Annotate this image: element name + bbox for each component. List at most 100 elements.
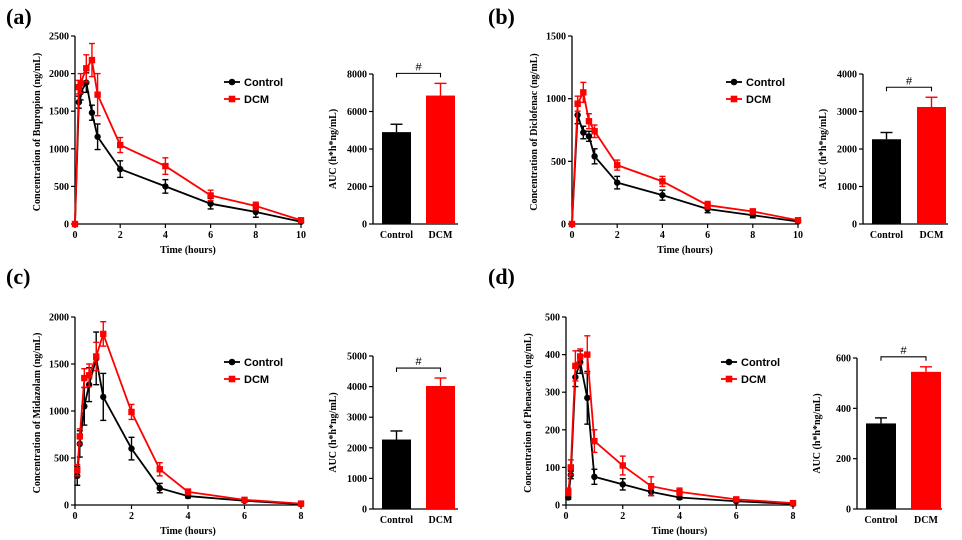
y-tick-label: 500 bbox=[54, 182, 69, 193]
y-tick-label: 0 bbox=[561, 220, 566, 231]
y-tick-label: 1000 bbox=[49, 407, 69, 418]
y-tick-label: 2000 bbox=[347, 443, 367, 454]
y-tick-label: 1000 bbox=[837, 182, 857, 193]
data-point bbox=[659, 178, 666, 185]
bracket-line bbox=[885, 86, 933, 92]
series-dcm bbox=[71, 42, 305, 228]
y-tick-label: 8000 bbox=[347, 70, 367, 81]
data-point bbox=[733, 496, 740, 503]
series-line-dcm bbox=[571, 89, 799, 225]
panel-label: (d) bbox=[488, 264, 515, 289]
y-tick-label: 4000 bbox=[347, 382, 367, 393]
y-tick-label: 100 bbox=[545, 463, 560, 474]
bracket-line bbox=[395, 367, 442, 373]
x-tick-label: 6 bbox=[242, 511, 247, 522]
x-tick-label: 0 bbox=[73, 230, 78, 241]
x-tick-label: 4 bbox=[660, 230, 665, 241]
legend: Control DCM bbox=[721, 357, 780, 386]
data-point bbox=[568, 220, 576, 228]
data-point bbox=[576, 353, 584, 360]
data-point bbox=[162, 162, 169, 170]
x-tick-label-dcm: DCM bbox=[429, 230, 453, 241]
significance-mark: # bbox=[415, 61, 422, 73]
x-axis-label: Time (hours) bbox=[160, 526, 216, 537]
data-point bbox=[207, 200, 214, 207]
y-tick-label: 1500 bbox=[49, 360, 69, 371]
data-point bbox=[297, 500, 305, 507]
bar-control bbox=[866, 423, 896, 509]
y-tick-label: 4000 bbox=[347, 145, 367, 156]
legend-marker bbox=[730, 78, 738, 86]
y-tick-label: 500 bbox=[545, 313, 560, 324]
significance-bracket: # bbox=[885, 75, 933, 92]
series-control bbox=[71, 72, 305, 228]
data-point bbox=[71, 220, 79, 228]
data-point bbox=[75, 83, 83, 91]
x-tick-label: 2 bbox=[615, 230, 620, 241]
data-point bbox=[83, 65, 90, 72]
legend: Control DCM bbox=[726, 77, 785, 106]
legend-label-dcm: DCM bbox=[244, 374, 269, 386]
legend-marker bbox=[228, 95, 236, 103]
bar-dcm bbox=[426, 385, 455, 509]
pk-line-chart-2: 0 500 1000 1500 2000 0 2 4 6 8 Time (hours) Concent… bbox=[32, 313, 305, 537]
data-point bbox=[162, 183, 169, 190]
legend-label-control: Control bbox=[741, 357, 780, 369]
data-point bbox=[591, 128, 598, 135]
y-tick-label: 1000 bbox=[546, 94, 566, 105]
pk-line-chart-1: 0 500 1000 1500 0 2 4 6 8 10 Time (hours) Concentra… bbox=[529, 32, 803, 257]
y-tick-label: 600 bbox=[836, 354, 851, 365]
y-tick-label: 200 bbox=[836, 454, 851, 465]
y-tick-label: 0 bbox=[362, 505, 367, 516]
data-point bbox=[252, 202, 259, 210]
x-tick-label: 6 bbox=[734, 511, 739, 522]
series-line-control bbox=[571, 114, 799, 225]
data-point bbox=[100, 330, 107, 338]
panel-label: (a) bbox=[6, 4, 32, 29]
y-axis-label: Concentration of Diclofenac (ng/mL) bbox=[529, 53, 540, 210]
legend-marker bbox=[730, 95, 738, 103]
legend-label-dcm: DCM bbox=[244, 94, 269, 106]
y-tick-label: 0 bbox=[555, 501, 560, 512]
auc-bar-chart-3: 0 200 400 600 AUC (h*h*ng/mL) Control DCM # bbox=[812, 345, 942, 526]
y-axis-label: AUC (h*h*ng/mL) bbox=[328, 392, 339, 472]
pk-line-chart-0: 0 500 1000 1500 2000 2500 0 2 4 6 8 10 Time (hours) C… bbox=[32, 32, 306, 257]
data-point bbox=[585, 118, 593, 125]
x-tick-label: 4 bbox=[163, 230, 168, 241]
data-point bbox=[704, 202, 711, 209]
x-tick-label-dcm: DCM bbox=[429, 515, 453, 526]
data-point bbox=[580, 129, 587, 136]
data-point bbox=[81, 374, 88, 382]
legend-marker bbox=[228, 375, 236, 383]
data-point bbox=[614, 161, 621, 169]
legend-label-control: Control bbox=[746, 77, 785, 89]
x-tick-label-dcm: DCM bbox=[920, 230, 944, 241]
bar-dcm bbox=[426, 95, 455, 224]
data-point bbox=[676, 488, 683, 496]
bracket-line bbox=[880, 356, 927, 361]
y-tick-label: 1000 bbox=[49, 144, 69, 155]
y-tick-label: 1500 bbox=[546, 32, 566, 43]
data-point bbox=[619, 481, 626, 488]
x-tick-label: 8 bbox=[253, 230, 258, 241]
data-point bbox=[584, 394, 591, 402]
significance-bracket: # bbox=[395, 61, 442, 78]
y-tick-label: 0 bbox=[64, 501, 69, 512]
legend-label-dcm: DCM bbox=[741, 374, 766, 386]
data-point bbox=[647, 483, 655, 490]
y-tick-label: 0 bbox=[846, 505, 851, 516]
y-tick-label: 0 bbox=[362, 220, 367, 231]
legend-label-dcm: DCM bbox=[746, 94, 771, 106]
data-point bbox=[83, 79, 90, 86]
legend: Control DCM bbox=[224, 77, 283, 106]
bar-dcm bbox=[911, 371, 941, 509]
y-axis-label: AUC (h*h*ng/mL) bbox=[328, 109, 339, 189]
data-point bbox=[585, 133, 593, 140]
bar-dcm bbox=[917, 107, 946, 224]
y-axis-label: Concentration of Midazolam (ng/mL) bbox=[32, 333, 43, 494]
data-point bbox=[117, 165, 124, 173]
data-point bbox=[591, 437, 598, 445]
data-point bbox=[565, 488, 572, 496]
data-point bbox=[580, 89, 587, 96]
y-tick-label: 2000 bbox=[49, 69, 69, 80]
